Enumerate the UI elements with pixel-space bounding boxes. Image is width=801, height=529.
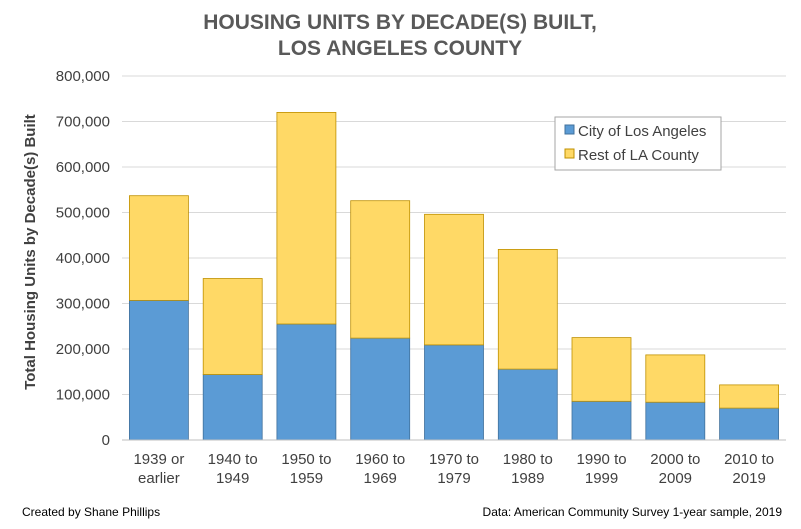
y-tick-label: 200,000 <box>56 341 110 358</box>
legend: City of Los Angeles Rest of LA County <box>554 116 722 171</box>
y-tick-label: 700,000 <box>56 114 110 131</box>
bars <box>128 112 779 441</box>
bar-rest <box>497 248 558 370</box>
bar-city <box>571 400 632 441</box>
y-tick-label: 0 <box>102 432 110 449</box>
x-tick-label: 2010 to <box>724 451 774 468</box>
x-tick-label: 1980 to <box>503 451 553 468</box>
x-tick-label: 1949 <box>216 470 249 487</box>
bar-rest <box>424 213 484 346</box>
bar-city <box>645 401 706 441</box>
chart-title-line-1: HOUSING UNITS BY DECADE(S) BUILT, <box>203 11 597 34</box>
x-tick-label: 1959 <box>290 470 323 487</box>
bar-city <box>719 407 779 441</box>
bar-rest <box>645 354 706 403</box>
x-tick-label: 1979 <box>437 470 470 487</box>
bar-rest <box>276 112 337 325</box>
x-tick-label: earlier <box>138 470 180 487</box>
bar-rest <box>128 195 189 301</box>
y-tick-label: 500,000 <box>56 205 110 222</box>
x-tick-label: 1960 to <box>355 451 405 468</box>
x-tick-label: 2019 <box>732 470 765 487</box>
footer-source: Data: American Community Survey 1-year s… <box>483 505 783 519</box>
y-tick-label: 400,000 <box>56 250 110 267</box>
bar-city <box>202 374 263 441</box>
y-axis-label: Total Housing Units by Decade(s) Built <box>22 114 39 390</box>
legend-label-rest: Rest of LA County <box>578 147 699 164</box>
x-tick-label: 1940 to <box>208 451 258 468</box>
bar-rest <box>719 384 779 409</box>
x-tick-label: 1990 to <box>577 451 627 468</box>
bar-rest <box>350 200 411 339</box>
y-tick-label: 600,000 <box>56 159 110 176</box>
y-tick-label: 100,000 <box>56 387 110 404</box>
x-tick-label: 1970 to <box>429 451 479 468</box>
footer-credit: Created by Shane Phillips <box>22 505 160 519</box>
bar-city <box>497 368 558 441</box>
bar-city <box>276 323 337 441</box>
x-tick-label: 2000 to <box>650 451 700 468</box>
y-axis-ticks: 0 100,000 200,000 300,000 400,000 500,000 600,… <box>56 68 110 449</box>
x-tick-label: 1939 or <box>133 451 184 468</box>
legend-swatch-rest <box>564 148 575 159</box>
x-axis-ticks: 1939 or earlier 1940 to 1949 1950 to 1959 1960… <box>133 451 774 487</box>
x-tick-label: 1989 <box>511 470 544 487</box>
bar-rest <box>571 337 632 402</box>
y-tick-label: 800,000 <box>56 68 110 85</box>
y-tick-label: 300,000 <box>56 296 110 313</box>
x-tick-label: 1950 to <box>281 451 331 468</box>
bar-city <box>128 299 189 441</box>
x-tick-label: 2009 <box>659 470 692 487</box>
chart-title-line-2: LOS ANGELES COUNTY <box>278 37 522 60</box>
legend-box <box>554 116 722 171</box>
bar-rest <box>202 278 263 375</box>
x-tick-label: 1999 <box>585 470 618 487</box>
bar-city <box>424 344 484 441</box>
legend-swatch-city <box>564 124 575 135</box>
bar-city <box>350 337 411 441</box>
legend-label-city: City of Los Angeles <box>578 123 706 140</box>
x-tick-label: 1969 <box>364 470 397 487</box>
